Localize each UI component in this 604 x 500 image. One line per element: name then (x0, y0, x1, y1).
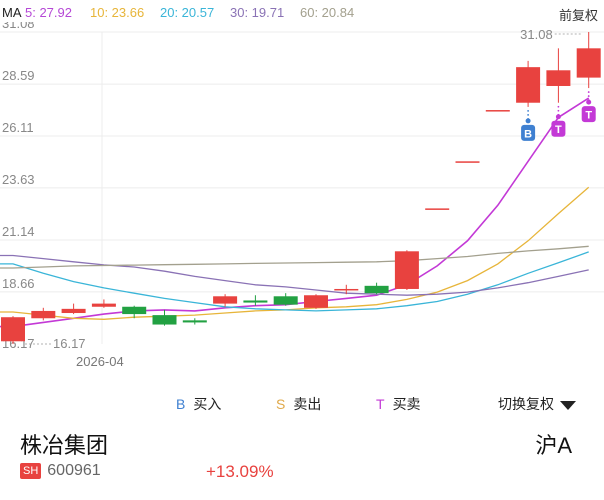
adjust-mode-label[interactable]: 前复权 (558, 8, 598, 23)
price-change: +13.09% (206, 462, 274, 481)
marker-badge (581, 106, 596, 123)
stock-code-row: SH 600961 (20, 462, 101, 486)
candle-body (1, 317, 25, 342)
switch-adjust-button[interactable]: 切换复权 (498, 394, 576, 414)
min-price-label: 16.17 (53, 336, 86, 351)
max-price-label: 31.08 (520, 27, 553, 42)
marker-anchor (586, 99, 592, 105)
legend-sell: S 卖出 (276, 394, 321, 414)
ma20-value: 20: 20.57 (160, 5, 215, 20)
legend-trade: T 买卖 (376, 394, 421, 414)
candle-body (243, 300, 268, 303)
triangle-down-icon (560, 400, 576, 410)
candle-body (364, 285, 389, 294)
candle-body (91, 303, 116, 307)
marker-badge (521, 124, 536, 141)
candle-body (61, 308, 86, 314)
ma30-value: 30: 19.71 (230, 5, 285, 20)
x-date-label: 2026-04 (76, 354, 124, 369)
switch-adjust-label: 切换复权 (498, 396, 554, 412)
candle-body (273, 296, 298, 305)
ma-indicator-bar: MA 5: 27.92 10: 23.66 20: 20.57 30: 19.7… (0, 0, 604, 28)
marker-dot (527, 110, 529, 112)
marker-anchor (555, 114, 561, 120)
ma5-value: 5: 27.92 (25, 5, 72, 20)
marker-letter: T (585, 110, 592, 122)
candle-body (546, 70, 571, 86)
y-tick-label: 23.63 (2, 172, 35, 187)
legend-trade-letter: T (376, 396, 385, 412)
stock-name: 株冶集团 (20, 433, 109, 458)
marker-letter: T (555, 124, 562, 136)
y-tick-label: 18.66 (2, 276, 35, 291)
candle-body (152, 315, 177, 325)
y-tick-label: 21.14 (2, 224, 35, 239)
legend-buy-label: 买入 (193, 396, 222, 412)
marker-dot (587, 95, 590, 97)
ma60-value: 60: 20.84 (300, 5, 355, 20)
legend-buy-letter: B (176, 396, 186, 412)
candle-body (182, 320, 207, 323)
legend-buy: B 买入 (176, 394, 221, 414)
legend-sell-letter: S (276, 396, 286, 412)
marker-letter: B (524, 128, 532, 140)
y-tick-label: 31.08 (2, 22, 35, 31)
kline-chart[interactable]: 31.08 28.59 26.11 23.63 21.14 18.66 16.17 B T T 31… (0, 16, 604, 382)
candle-body (455, 161, 480, 163)
candle-body (576, 48, 601, 78)
legend-sell-label: 卖出 (293, 396, 322, 412)
stock-code: 600961 (47, 462, 101, 479)
candle-body (485, 110, 510, 112)
y-tick-label: 28.59 (2, 68, 35, 83)
marker-anchor (525, 118, 531, 124)
candle-body (394, 251, 419, 289)
marker-dot (557, 105, 560, 108)
candle-body (516, 67, 541, 103)
exchange-badge: SH (20, 463, 42, 479)
ma10-value: 10: 23.66 (90, 5, 145, 20)
candle-body (31, 310, 56, 319)
marker-dot (587, 91, 590, 93)
ma-label: MA (2, 5, 22, 20)
marker-badge (551, 120, 566, 137)
y-tick-label: 26.11 (2, 120, 34, 135)
candle-body (213, 296, 238, 304)
candle-body (425, 208, 450, 210)
ma60-line (0, 245, 589, 269)
legend-trade-label: 买卖 (392, 396, 421, 412)
candle-body (122, 306, 147, 315)
marker-dot (557, 109, 560, 112)
signal-legend: B 买入 S 卖出 T 买卖 切换复权 (0, 392, 604, 416)
candle-body (334, 288, 359, 291)
candle-body (304, 295, 328, 308)
ma20-line (0, 251, 589, 312)
marker-dot (527, 114, 529, 116)
market-label: 沪A (535, 433, 572, 458)
kline-chart-svg[interactable]: 31.08 28.59 26.11 23.63 21.14 18.66 16.17 B T T 31… (0, 16, 604, 382)
ma30-line (0, 254, 589, 296)
